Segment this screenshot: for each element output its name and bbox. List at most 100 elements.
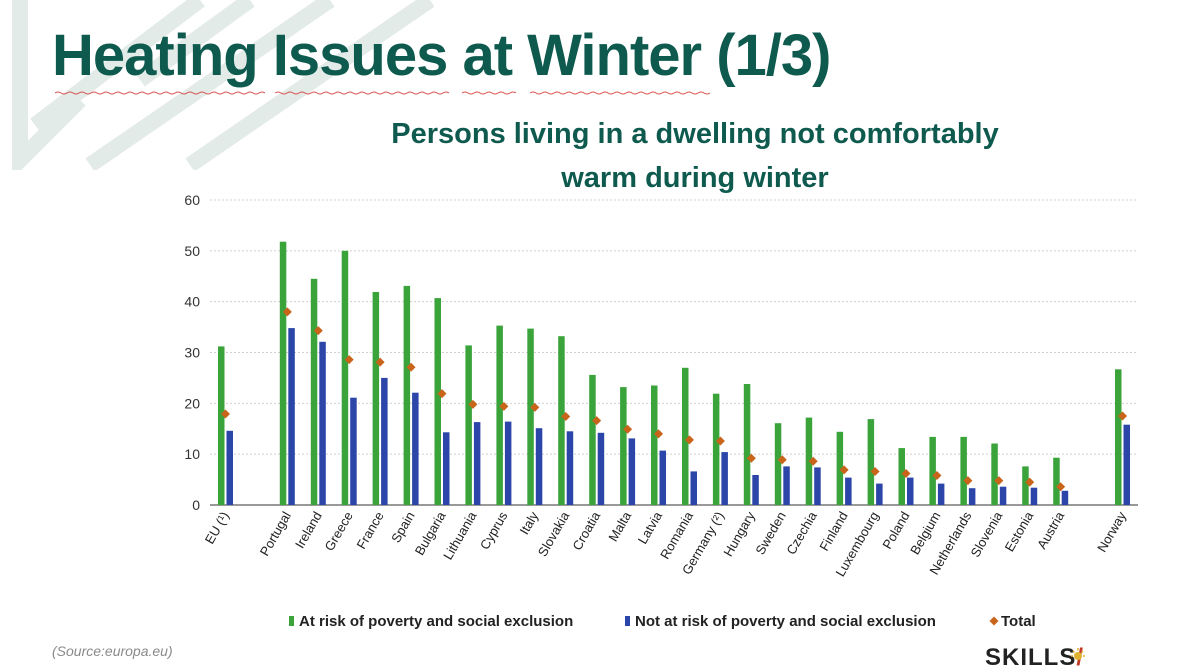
- bar: [867, 419, 875, 505]
- bar: [434, 298, 441, 505]
- x-tick-label: France: [354, 509, 387, 552]
- bar: [774, 423, 782, 505]
- sun-icon: [1071, 648, 1085, 660]
- bar: [1115, 369, 1122, 505]
- total-marker: [963, 476, 973, 486]
- total-marker: [530, 402, 540, 412]
- total-marker: [468, 399, 478, 409]
- total-marker: [994, 476, 1004, 486]
- legend-label: At risk of poverty and social exclusion: [299, 613, 573, 630]
- bar: [968, 488, 976, 505]
- total-marker: [1118, 411, 1128, 421]
- bar: [597, 432, 605, 505]
- source-note: (Source:europa.eu): [52, 643, 173, 659]
- y-tick-label: 40: [184, 294, 200, 310]
- bar: [1053, 457, 1060, 505]
- total-marker: [777, 455, 787, 465]
- total-marker: [654, 429, 664, 439]
- bar: [907, 477, 914, 505]
- y-tick-label: 0: [192, 497, 200, 513]
- x-tick-label: Finland: [816, 509, 850, 553]
- total-marker: [746, 453, 756, 463]
- bar: [991, 443, 998, 505]
- x-tick-label: Croatia: [569, 508, 603, 552]
- x-tick-label: Czechia: [783, 508, 820, 557]
- total-marker: [623, 424, 633, 434]
- x-tick-label: Italy: [516, 509, 541, 538]
- bar: [496, 325, 503, 505]
- x-tick-label: Malta: [605, 508, 634, 544]
- total-marker: [437, 389, 447, 399]
- x-tick-label: Norway: [1094, 509, 1129, 555]
- bar: [721, 452, 728, 505]
- bar: [589, 374, 596, 505]
- bar: [783, 466, 790, 505]
- bar: [845, 477, 852, 505]
- bar: [403, 285, 411, 505]
- total-marker: [932, 471, 942, 481]
- bar: [535, 428, 543, 505]
- total-marker: [499, 401, 509, 411]
- bar: [937, 483, 945, 505]
- total-marker: [839, 465, 849, 475]
- y-tick-label: 10: [184, 446, 200, 462]
- spellcheck-underline: [530, 91, 710, 95]
- x-tick-label: Portugal: [257, 509, 294, 559]
- bar: [1061, 490, 1069, 505]
- bar: [1123, 424, 1130, 505]
- total-marker: [808, 456, 818, 466]
- total-marker: [375, 357, 385, 367]
- spellcheck-underline: [462, 91, 517, 95]
- total-marker: [1025, 477, 1035, 487]
- total-marker: [1056, 482, 1066, 492]
- y-tick-label: 30: [184, 345, 200, 361]
- total-marker: [901, 468, 911, 478]
- x-tick-label: Latvia: [635, 508, 666, 546]
- bar: [566, 431, 574, 505]
- bar: [341, 250, 349, 505]
- bar: [690, 471, 697, 505]
- bar: [381, 377, 388, 505]
- bar: [350, 397, 357, 505]
- x-tick-label: Austria: [1034, 508, 1068, 551]
- bar: [814, 467, 821, 505]
- bar: [999, 486, 1007, 505]
- bar: [929, 436, 936, 505]
- x-tick-label: Estonia: [1002, 508, 1037, 554]
- bar: [682, 367, 689, 506]
- bar: [558, 336, 565, 505]
- total-marker: [313, 326, 323, 336]
- total-marker: [344, 355, 354, 365]
- x-tick-label: Spain: [388, 509, 418, 545]
- x-tick-label: Poland: [879, 509, 912, 552]
- chart: 0 10 20 30 40 50 60 EU (¹) PortugalIrelandGreece…: [184, 192, 1138, 630]
- chart-title: Persons living in a dwelling not comfort…: [300, 112, 1090, 200]
- slide-title: Heating Issues at Winter (1/3): [52, 23, 831, 88]
- y-tick-label: 50: [184, 243, 200, 259]
- total-marker: [561, 412, 571, 422]
- bar: [743, 384, 751, 505]
- total-marker: [282, 307, 292, 317]
- bar: [659, 450, 666, 505]
- x-tick-label: EU (¹): [202, 509, 232, 547]
- bar: [960, 436, 967, 505]
- chart-title-line1: Persons living in a dwelling not comfort…: [391, 118, 999, 150]
- y-tick-label: 60: [184, 192, 200, 208]
- spellcheck-underline: [55, 91, 265, 95]
- legend-label: Total: [1001, 613, 1036, 630]
- bar: [628, 438, 636, 505]
- total-marker: [220, 409, 230, 419]
- bar: [712, 393, 720, 505]
- bar: [279, 241, 287, 505]
- chart-panel: 0 10 20 30 40 50 60 EU (¹) Portugal Ireland Greece…: [165, 165, 1158, 640]
- total-marker: [715, 436, 725, 446]
- spellcheck-underline: [275, 91, 450, 95]
- bar: [527, 328, 534, 505]
- bar: [620, 387, 627, 505]
- x-tick-label: Ireland: [292, 509, 325, 551]
- bar: [1022, 466, 1029, 505]
- bar: [504, 421, 512, 505]
- total-marker: [684, 435, 694, 445]
- x-tick-label: Cyprus: [477, 509, 511, 553]
- y-tick-label: 20: [184, 395, 200, 411]
